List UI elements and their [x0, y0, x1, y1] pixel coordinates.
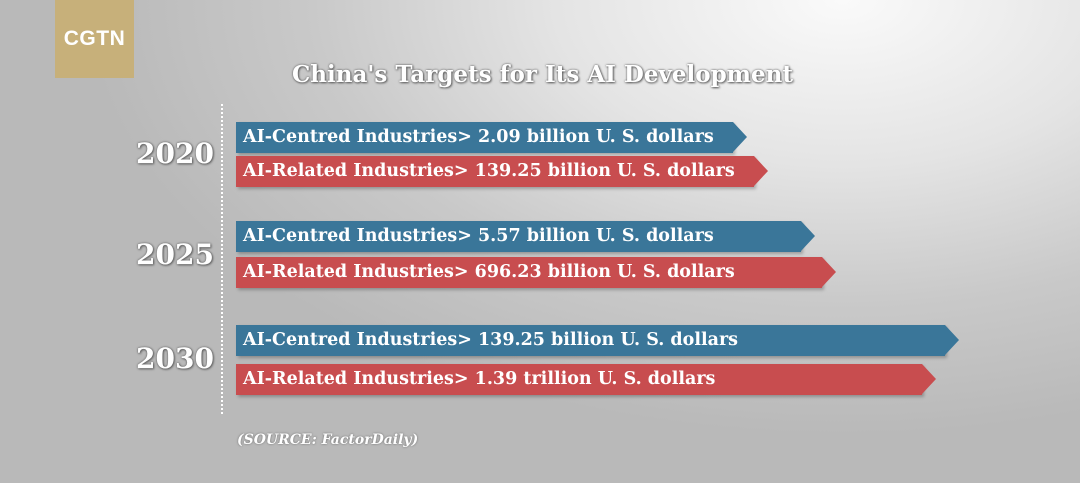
- cgtn-logo: CGTN: [55, 0, 134, 78]
- chart-title: China's Targets for Its AI Development: [292, 61, 793, 88]
- year-label-2020: 2020: [136, 137, 214, 170]
- year-label-2025: 2025: [136, 238, 214, 271]
- bar-arrow-tip: [922, 364, 936, 394]
- year-label-2030: 2030: [136, 342, 214, 375]
- bar-label: AI-Related Industries> 1.39 trillion U. …: [243, 369, 716, 389]
- bar-label: AI-Centred Industries> 139.25 billion U.…: [243, 330, 739, 350]
- bar-centred-2020: AI-Centred Industries> 2.09 billion U. S…: [236, 122, 747, 153]
- bar-arrow-tip: [733, 122, 747, 152]
- bar-label: AI-Centred Industries> 5.57 billion U. S…: [243, 226, 714, 246]
- bar-related-2025: AI-Related Industries> 696.23 billion U.…: [236, 257, 836, 288]
- source-note: (SOURCE: FactorDaily): [237, 432, 419, 448]
- bar-label: AI-Centred Industries> 2.09 billion U. S…: [243, 127, 714, 147]
- bar-related-2020: AI-Related Industries> 139.25 billion U.…: [236, 156, 768, 187]
- bar-arrow-tip: [754, 156, 768, 186]
- bar-arrow-tip: [945, 325, 959, 355]
- bar-arrow-tip: [801, 221, 815, 251]
- bar-centred-2025: AI-Centred Industries> 5.57 billion U. S…: [236, 221, 815, 252]
- bar-label: AI-Related Industries> 139.25 billion U.…: [243, 161, 735, 181]
- bar-label: AI-Related Industries> 696.23 billion U.…: [243, 262, 735, 282]
- year-axis-line: [221, 104, 223, 414]
- bar-arrow-tip: [822, 257, 836, 287]
- bar-centred-2030: AI-Centred Industries> 139.25 billion U.…: [236, 325, 959, 356]
- bar-related-2030: AI-Related Industries> 1.39 trillion U. …: [236, 364, 936, 395]
